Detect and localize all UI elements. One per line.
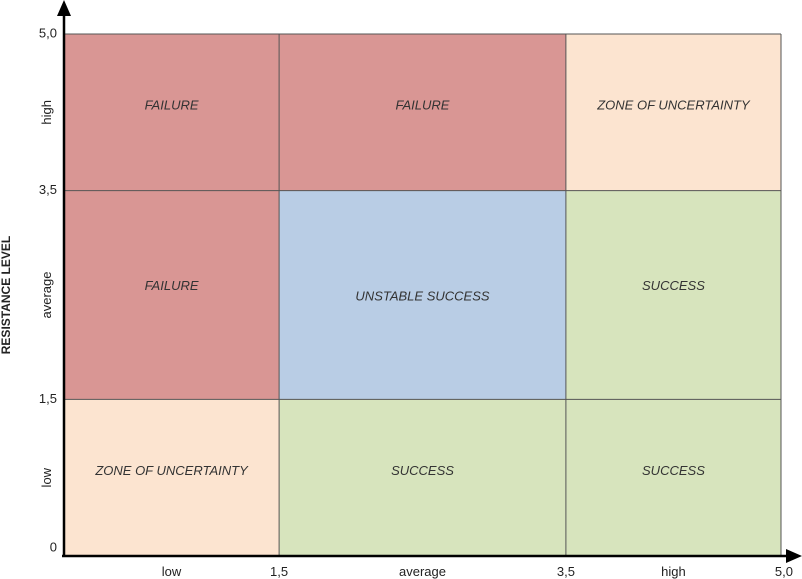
tick-labels: 0 1,5 3,5 5,0 1,5 3,5 5,0 xyxy=(39,25,793,579)
band-labels: low average high low average high xyxy=(39,100,686,579)
cell-label: UNSTABLE SUCCESS xyxy=(355,289,489,304)
cell-label: FAILURE xyxy=(145,278,199,293)
matrix-cell xyxy=(565,34,781,191)
y-tick-label: 5,0 xyxy=(39,25,57,40)
matrix-cell xyxy=(64,190,280,400)
y-axis-arrow-icon xyxy=(57,0,71,16)
axes xyxy=(57,0,802,563)
matrix-cell xyxy=(64,399,280,556)
matrix-cell xyxy=(279,399,566,556)
cell-label: ZONE OF UNCERTAINTY xyxy=(596,97,751,112)
x-band-label: low xyxy=(162,564,182,579)
y-band-label: high xyxy=(39,100,54,125)
matrix-cell xyxy=(64,34,280,191)
x-tick-label: 1,5 xyxy=(270,564,288,579)
cell-label: FAILURE xyxy=(396,97,450,112)
cell-label: ZONE OF UNCERTAINTY xyxy=(94,463,249,478)
y-tick-label: 3,5 xyxy=(39,182,57,197)
y-tick-label: 1,5 xyxy=(39,391,57,406)
matrix-cell xyxy=(565,399,781,556)
matrix-cell xyxy=(565,190,781,400)
x-band-label: high xyxy=(661,564,686,579)
x-tick-label: 5,0 xyxy=(775,564,793,579)
cell-label: SUCCESS xyxy=(642,463,705,478)
x-tick-label: 3,5 xyxy=(557,564,575,579)
matrix-cell xyxy=(279,190,566,400)
y-band-label: average xyxy=(39,272,54,319)
y-axis-title: RESISTANCE LEVEL xyxy=(0,236,13,354)
matrix-cell xyxy=(279,34,566,191)
y-band-label: low xyxy=(39,467,54,487)
cell-label: SUCCESS xyxy=(391,463,454,478)
y-tick-label: 0 xyxy=(50,539,57,554)
cell-label: SUCCESS xyxy=(642,278,705,293)
matrix-cells: FAILURE FAILURE ZONE OF UNCERTAINTY FAILURE… xyxy=(64,34,781,556)
x-axis-arrow-icon xyxy=(786,549,802,563)
matrix-grid xyxy=(64,33,782,556)
cell-label: FAILURE xyxy=(145,97,199,112)
x-band-label: average xyxy=(399,564,446,579)
